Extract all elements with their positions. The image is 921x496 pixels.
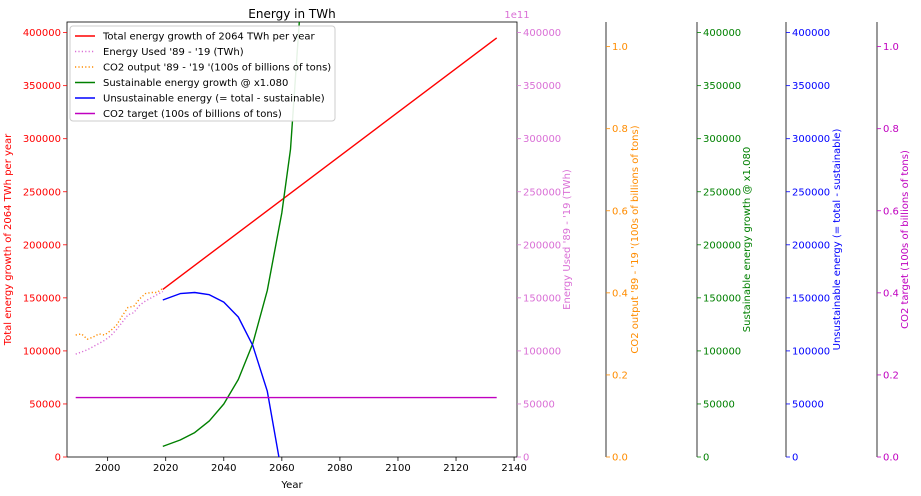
y-tick-label: 0.2 [883,370,899,381]
y-tick-label: 400000 [792,28,830,39]
y-axis-label: Sustainable energy growth @ x1.080 [742,147,753,332]
y-axis-co2target: 0.0 0.2 0.4 0.6 0.8 1.0 CO2 target (100s of bi… [876,22,911,464]
y-tick-label: 150000 [523,293,561,304]
legend-entry: CO2 target (100s of billions of tons) [103,109,282,120]
y-tick-label: 0 [523,453,529,464]
y-tick-label: 50000 [703,399,735,410]
y-tick-label: 400000 [23,28,61,39]
y-tick-label: 0.6 [883,206,899,217]
y-tick-label: 100000 [792,346,830,357]
y-tick-label: 0.8 [612,124,628,135]
series-line-0 [162,37,498,290]
y-tick-label: 150000 [23,293,61,304]
y-tick-label: 250000 [23,187,61,198]
series-layer [75,22,498,457]
y-tick-label: 300000 [23,134,61,145]
x-tick-label: 2060 [269,463,294,474]
y-tick-label: 0.2 [612,370,628,381]
y-tick-label: 50000 [523,399,555,410]
legend-entry: Unsustainable energy (= total - sustaina… [103,94,325,105]
y-axis-used: 0 50000 100000 150000 200000 250000 300000 3500… [504,10,573,464]
y-tick-label: 200000 [523,240,561,251]
y-axis-label: Unsustainable energy (= total - sustaina… [832,129,843,351]
y-tick-label: 100000 [23,346,61,357]
y-tick-label: 150000 [703,293,741,304]
y-tick-label: 250000 [792,187,830,198]
y-axis-label: CO2 target (100s of billions of tons) [900,150,911,329]
y-tick-label: 300000 [523,134,561,145]
x-tick-label: 2040 [211,463,236,474]
x-tick-label: 2140 [501,463,526,474]
y-tick-label: 0.6 [612,206,628,217]
y-tick-label: 0.4 [883,288,899,299]
y-axis-unsustainable: 0 50000 100000 150000 200000 250000 300000 3500… [785,22,843,464]
y-tick-label: 1.0 [883,42,899,53]
legend-entry: Total energy growth of 2064 TWh per year [102,32,315,43]
y-tick-label: 350000 [703,81,741,92]
y-tick-label: 50000 [792,399,824,410]
y-axis-label: Total energy growth of 2064 TWh per year [3,133,14,346]
y-tick-label: 150000 [792,293,830,304]
legend-entry: CO2 output '89 - '19 '(100s of billions … [103,63,331,74]
series-line-3 [162,22,300,448]
legend-box [69,25,336,122]
y-tick-label: 50000 [29,399,61,410]
legend-entry: Sustainable energy growth @ x1.080 [103,78,288,89]
y-tick-label: 400000 [703,28,741,39]
y-axis-label: Energy Used '89 - '19 (TWh) [562,169,573,310]
y-tick-label: 0.4 [612,288,628,299]
y-tick-label: 0.0 [612,453,628,464]
y-tick-label: 0 [703,453,709,464]
chart-title: Energy in TWh [248,7,335,21]
x-axis: 2000 2020 2040 2060 2080 2100 2120 2140 [95,457,527,474]
y-axes: 0 50000 100000 150000 200000 250000 300000 3500… [3,10,911,464]
x-tick-label: 2100 [385,463,410,474]
y-tick-label: 200000 [23,240,61,251]
y-tick-label: 200000 [703,240,741,251]
x-tick-label: 2000 [95,463,120,474]
y-tick-label: 100000 [703,346,741,357]
y-axis-label: CO2 output '89 - '19 '(100s of billions … [630,125,641,353]
y-tick-label: 1.0 [612,42,628,53]
y-tick-label: 100000 [523,346,561,357]
x-tick-label: 2080 [327,463,352,474]
y-axis-total: 0 50000 100000 150000 200000 250000 300000 3500… [3,28,67,464]
y-axis-co2: 0.0 0.2 0.4 0.6 0.8 1.0 CO2 output '89 - '19 '… [605,22,641,464]
y-tick-label: 0 [55,453,61,464]
y-tick-label: 250000 [523,187,561,198]
plot-area: 2000 2020 2040 2060 2080 2100 2120 2140 Year [66,21,527,491]
y-tick-label: 350000 [523,81,561,92]
y-tick-label: 400000 [523,28,561,39]
x-axis-label: Year [280,480,303,491]
y-tick-label: 0.0 [883,453,899,464]
y-tick-label: 300000 [703,134,741,145]
y-tick-label: 0.8 [883,124,899,135]
series-line-4 [162,291,280,457]
y-tick-label: 350000 [792,81,830,92]
legend-entry: Energy Used '89 - '19 (TWh) [103,47,244,58]
x-tick-label: 2020 [153,463,178,474]
y-tick-label: 200000 [792,240,830,251]
x-tick-label: 2120 [443,463,468,474]
y-tick-label: 0 [792,453,798,464]
y-axis-offset-label: 1e11 [504,10,529,21]
y-tick-label: 300000 [792,134,830,145]
plot-frame [66,21,518,458]
y-axis-sustainable: 0 50000 100000 150000 200000 250000 300000 3500… [696,22,753,464]
y-tick-label: 250000 [703,187,741,198]
legend: Total energy growth of 2064 TWh per year… [69,25,336,122]
y-tick-label: 350000 [23,81,61,92]
